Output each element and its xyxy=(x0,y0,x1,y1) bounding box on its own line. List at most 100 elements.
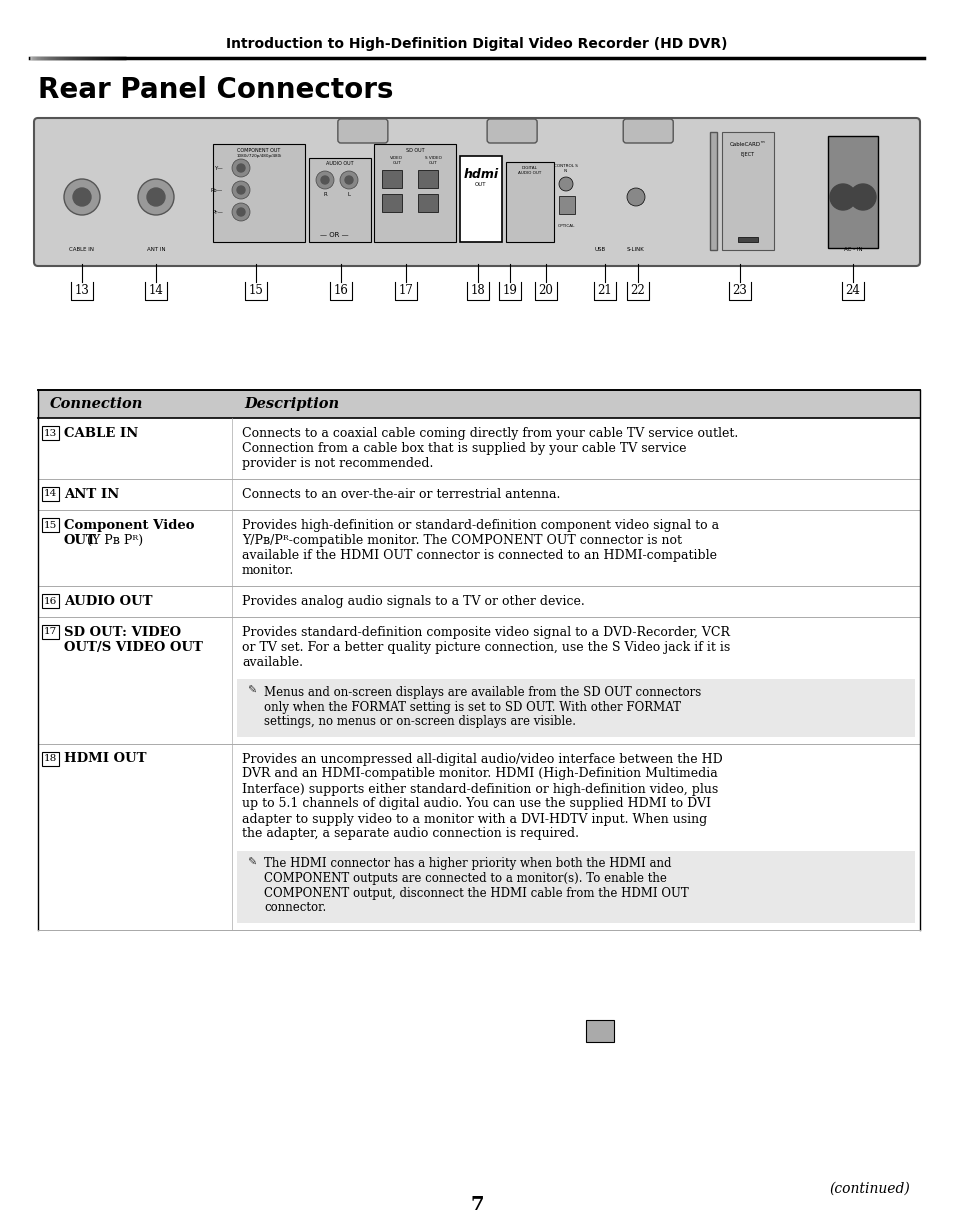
Circle shape xyxy=(232,160,250,177)
Bar xyxy=(42,426,59,440)
Bar xyxy=(38,418,919,479)
Text: COMPONENT outputs are connected to a monitor(s). To enable the: COMPONENT outputs are connected to a mon… xyxy=(264,872,666,885)
Bar xyxy=(38,744,919,930)
Text: OUT: OUT xyxy=(64,534,97,547)
Text: AUDIO OUT: AUDIO OUT xyxy=(326,161,354,166)
Text: Connects to a coaxial cable coming directly from your cable TV service outlet.: Connects to a coaxial cable coming direc… xyxy=(242,427,738,440)
Bar xyxy=(585,1020,614,1042)
Circle shape xyxy=(558,177,573,191)
Bar xyxy=(38,390,919,418)
Text: 18: 18 xyxy=(470,285,485,297)
Text: 16: 16 xyxy=(44,596,57,605)
Text: monitor.: monitor. xyxy=(242,564,294,577)
Text: up to 5.1 channels of digital audio. You can use the supplied HDMI to DVI: up to 5.1 channels of digital audio. You… xyxy=(242,798,710,811)
Text: 13: 13 xyxy=(44,428,57,438)
Circle shape xyxy=(64,179,100,215)
Text: Pr—: Pr— xyxy=(212,210,223,215)
Text: ANT IN: ANT IN xyxy=(64,488,119,501)
FancyBboxPatch shape xyxy=(487,119,537,144)
Text: ✎: ✎ xyxy=(247,686,256,696)
Bar xyxy=(738,237,758,242)
Text: ANT IN: ANT IN xyxy=(147,247,165,252)
Text: Interface) supports either standard-definition or high-definition video, plus: Interface) supports either standard-defi… xyxy=(242,783,718,795)
Circle shape xyxy=(138,179,173,215)
Bar xyxy=(42,518,59,533)
Text: 17: 17 xyxy=(44,627,57,637)
Text: USB: USB xyxy=(594,247,605,252)
Text: COMPONENT OUT: COMPONENT OUT xyxy=(237,148,280,153)
Circle shape xyxy=(339,171,357,189)
FancyBboxPatch shape xyxy=(622,119,673,144)
Circle shape xyxy=(626,188,644,206)
Text: 18: 18 xyxy=(44,755,57,763)
Text: VIDEO
OUT: VIDEO OUT xyxy=(390,156,403,164)
Text: Provides an uncompressed all-digital audio/video interface between the HD: Provides an uncompressed all-digital aud… xyxy=(242,752,722,766)
Text: 19: 19 xyxy=(502,285,517,297)
Circle shape xyxy=(320,175,329,184)
Text: Provides standard-definition composite video signal to a DVD-Recorder, VCR: Provides standard-definition composite v… xyxy=(242,626,729,639)
Text: COMPONENT output, disconnect the HDMI cable from the HDMI OUT: COMPONENT output, disconnect the HDMI ca… xyxy=(264,886,688,899)
Text: HDMI OUT: HDMI OUT xyxy=(64,752,147,766)
Bar xyxy=(417,194,437,212)
Circle shape xyxy=(315,171,334,189)
Bar xyxy=(827,136,877,248)
Text: 15: 15 xyxy=(44,520,57,530)
Text: 17: 17 xyxy=(398,285,413,297)
Text: only when the FORMAT setting is set to SD OUT. With other FORMAT: only when the FORMAT setting is set to S… xyxy=(264,701,680,713)
Text: provider is not recommended.: provider is not recommended. xyxy=(242,456,433,470)
Text: available.: available. xyxy=(242,656,303,669)
Text: 1080i/720p/480p/480i: 1080i/720p/480p/480i xyxy=(236,155,281,158)
Text: CONTROL S
IN: CONTROL S IN xyxy=(554,164,578,173)
Text: Connection: Connection xyxy=(50,398,143,411)
Circle shape xyxy=(147,188,165,206)
Circle shape xyxy=(345,175,353,184)
Circle shape xyxy=(236,209,245,216)
Bar xyxy=(709,133,717,250)
Text: DVR and an HDMI-compatible monitor. HDMI (High-Definition Multimedia: DVR and an HDMI-compatible monitor. HDMI… xyxy=(242,768,717,780)
Bar xyxy=(38,617,919,744)
Text: OPTICAL: OPTICAL xyxy=(557,225,574,228)
Circle shape xyxy=(236,187,245,194)
Circle shape xyxy=(236,164,245,172)
Bar xyxy=(505,162,554,242)
Text: CABLE IN: CABLE IN xyxy=(64,427,138,440)
Text: hdmi: hdmi xyxy=(463,168,498,180)
Text: Description: Description xyxy=(244,398,338,411)
Circle shape xyxy=(232,182,250,199)
Text: Connects to an over-the-air or terrestrial antenna.: Connects to an over-the-air or terrestri… xyxy=(242,488,559,501)
Text: Y—: Y— xyxy=(214,166,223,171)
Text: OUT: OUT xyxy=(475,182,486,187)
Bar xyxy=(42,594,59,609)
Text: Provides high-definition or standard-definition component video signal to a: Provides high-definition or standard-def… xyxy=(242,519,719,533)
Text: adapter to supply video to a monitor with a DVI-HDTV input. When using: adapter to supply video to a monitor wit… xyxy=(242,812,706,826)
Text: Provides analog audio signals to a TV or other device.: Provides analog audio signals to a TV or… xyxy=(242,595,584,609)
Text: 16: 16 xyxy=(334,285,348,297)
Bar xyxy=(558,196,575,213)
Text: DIGITAL
AUDIO OUT: DIGITAL AUDIO OUT xyxy=(517,166,541,175)
Text: ✎: ✎ xyxy=(247,858,256,867)
Text: OUT/S VIDEO OUT: OUT/S VIDEO OUT xyxy=(64,640,203,654)
Text: AUDIO OUT: AUDIO OUT xyxy=(64,595,152,609)
Text: the adapter, a separate audio connection is required.: the adapter, a separate audio connection… xyxy=(242,827,578,840)
Bar xyxy=(42,751,59,766)
Text: The HDMI connector has a higher priority when both the HDMI and: The HDMI connector has a higher priority… xyxy=(264,858,671,870)
Circle shape xyxy=(829,184,855,210)
Text: 14: 14 xyxy=(149,285,163,297)
Text: CABLE IN: CABLE IN xyxy=(70,247,94,252)
Text: CableCARD™: CableCARD™ xyxy=(729,142,765,147)
Bar xyxy=(381,194,401,212)
Text: Introduction to High-Definition Digital Video Recorder (HD DVR): Introduction to High-Definition Digital … xyxy=(226,37,727,52)
Text: Menus and on-screen displays are available from the SD OUT connectors: Menus and on-screen displays are availab… xyxy=(264,686,700,699)
Text: 20: 20 xyxy=(538,285,553,297)
Text: — OR —: — OR — xyxy=(320,232,349,238)
Text: AC - IN: AC - IN xyxy=(842,247,862,252)
Bar xyxy=(42,487,59,501)
Text: S-LINK: S-LINK xyxy=(626,247,644,252)
Bar xyxy=(374,144,456,242)
Text: settings, no menus or on-screen displays are visible.: settings, no menus or on-screen displays… xyxy=(264,715,576,728)
Text: L: L xyxy=(347,191,350,198)
Text: 24: 24 xyxy=(844,285,860,297)
Text: EJECT: EJECT xyxy=(740,152,754,157)
Bar xyxy=(42,625,59,639)
Text: available if the HDMI OUT connector is connected to an HDMI-compatible: available if the HDMI OUT connector is c… xyxy=(242,548,717,562)
